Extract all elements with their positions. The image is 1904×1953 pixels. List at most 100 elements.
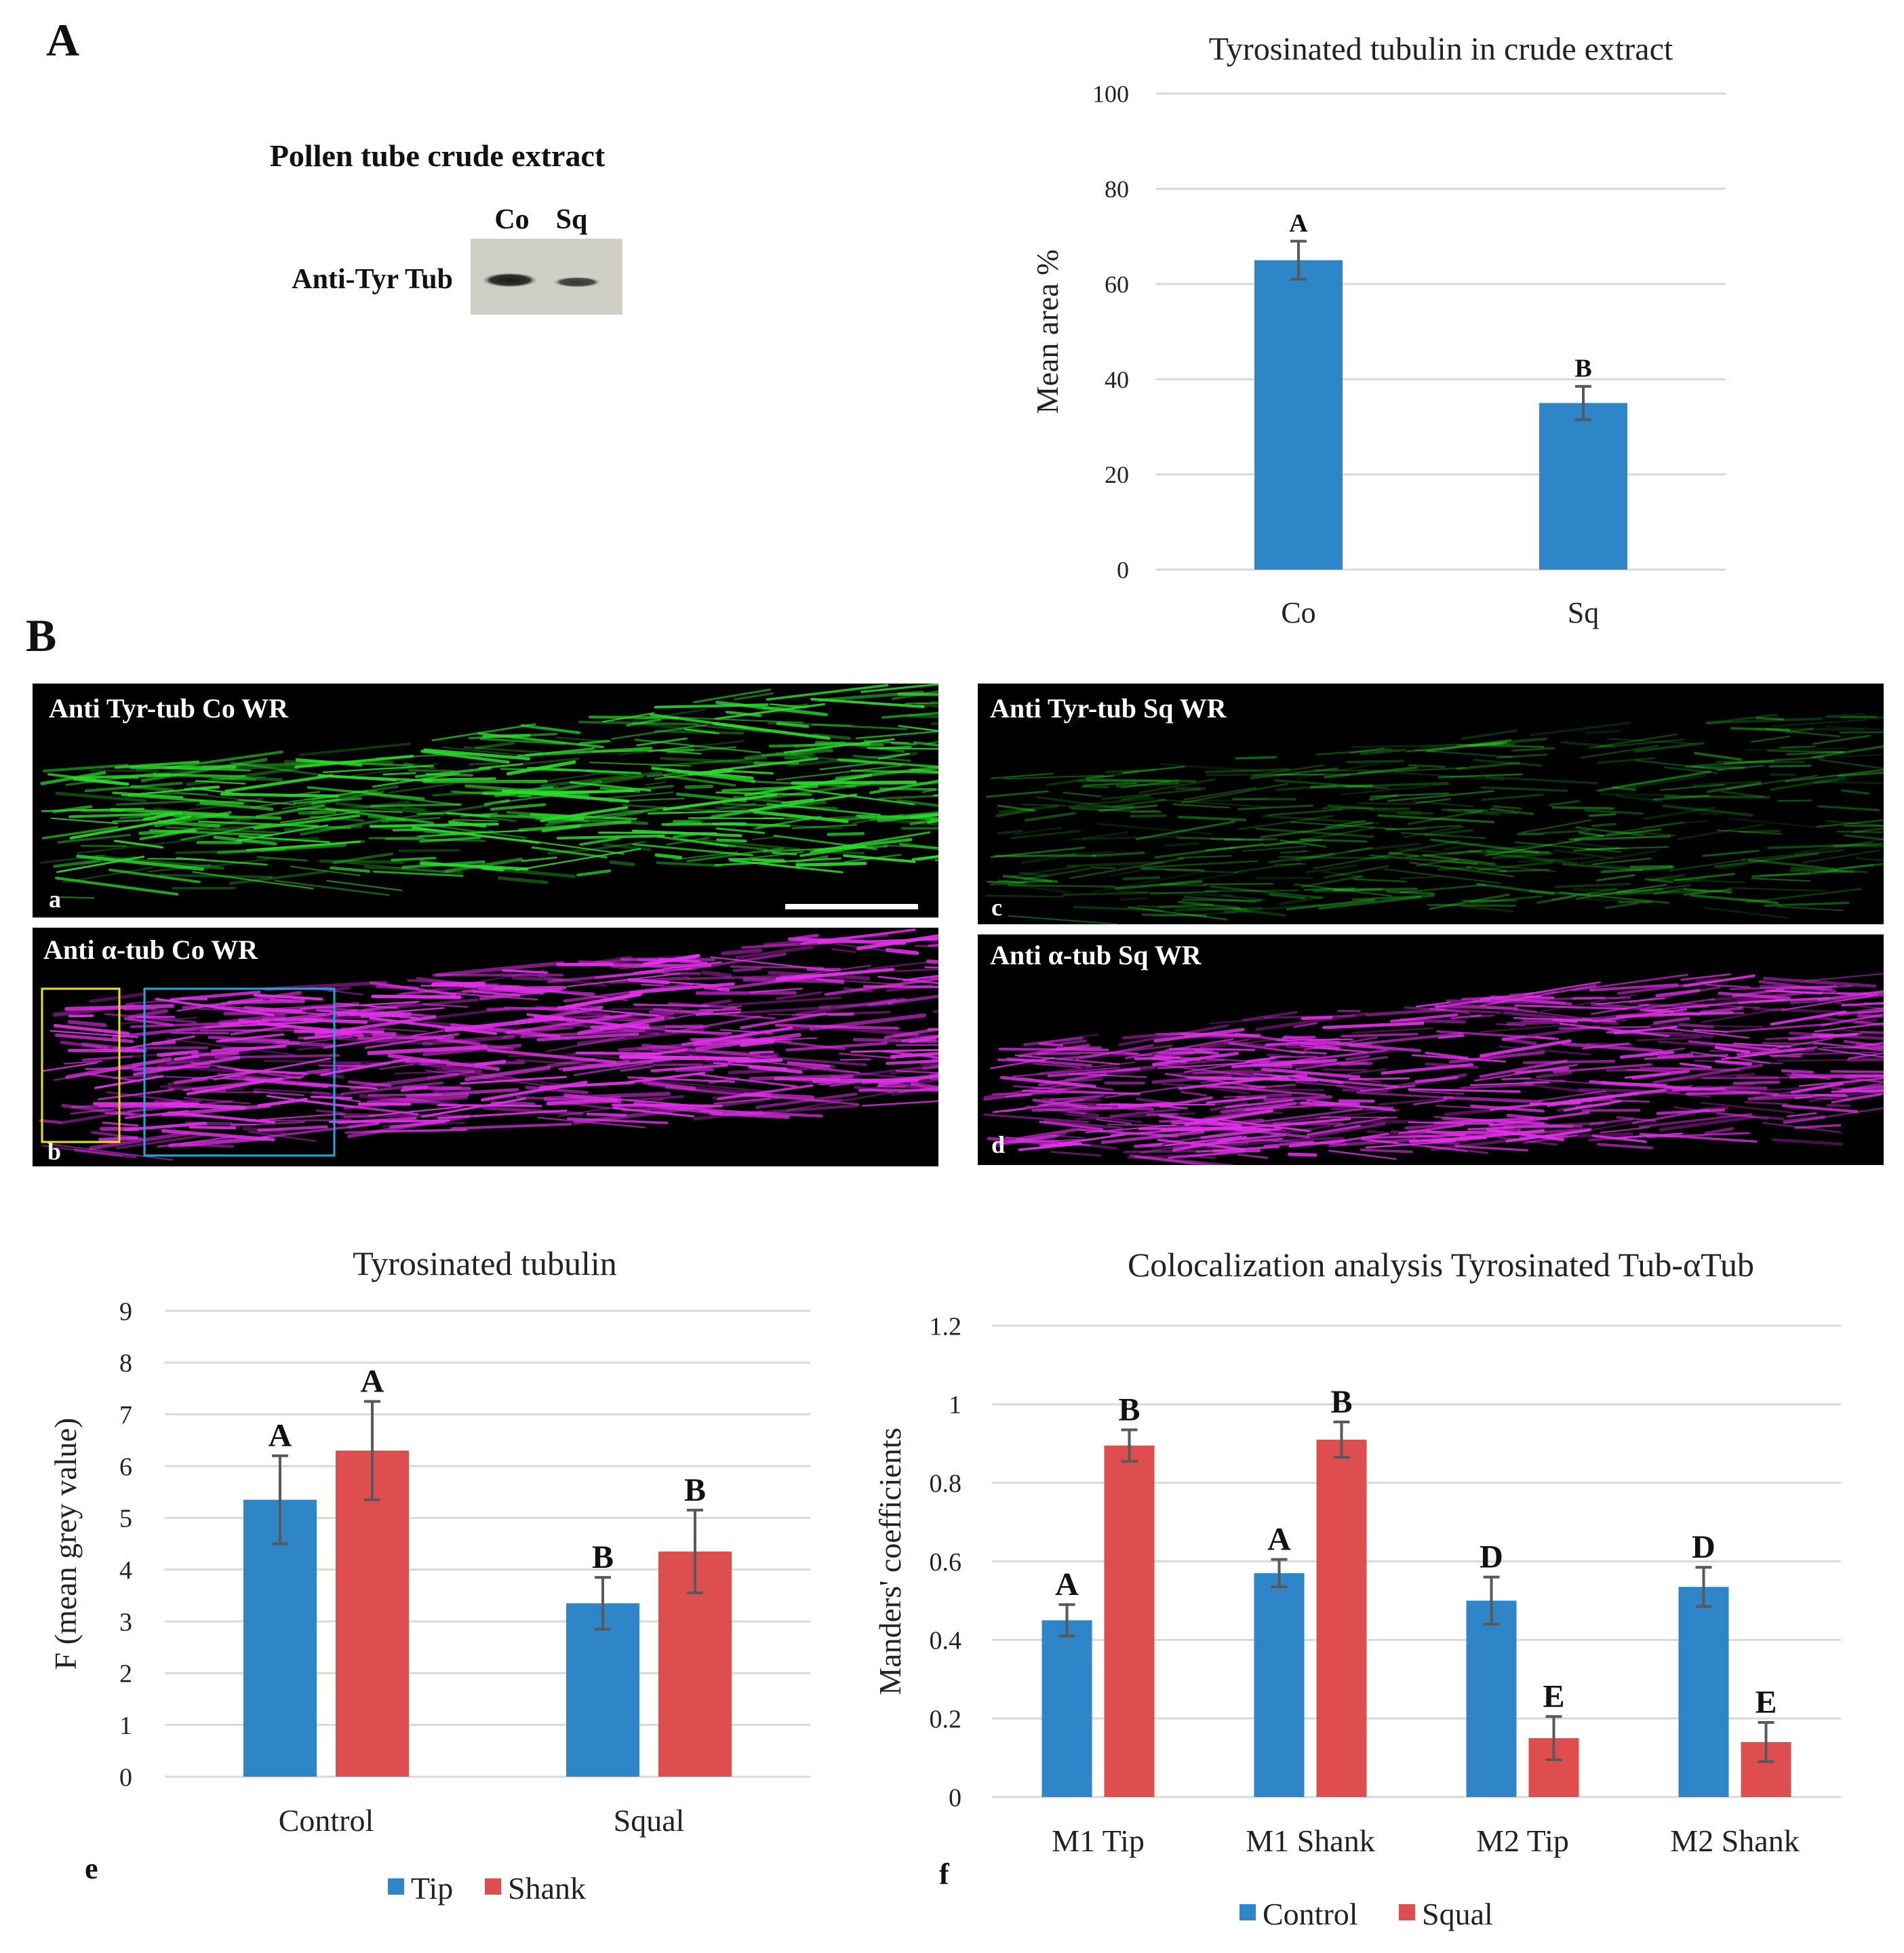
microtubule-strand bbox=[347, 1114, 471, 1139]
microtubule-strand bbox=[1726, 887, 1825, 892]
microtubule-strand bbox=[1673, 1106, 1768, 1120]
microtubule-strand bbox=[1551, 887, 1617, 901]
y-tick-label: 5 bbox=[119, 1505, 132, 1533]
microtubule-strand bbox=[1804, 972, 1884, 982]
microtubule-strand bbox=[1286, 899, 1375, 911]
microtubule-strand bbox=[55, 791, 147, 803]
microtubule-strand bbox=[340, 1027, 385, 1031]
blot-row-label: Anti-Tyr Tub bbox=[292, 264, 453, 295]
microtubule-strand bbox=[1793, 1096, 1852, 1101]
microtubule-strand bbox=[753, 810, 849, 823]
microtubule-strand bbox=[1856, 1021, 1884, 1025]
microtubule-strand bbox=[1767, 842, 1883, 850]
microtubule-strand bbox=[511, 976, 563, 982]
microtubule-strand bbox=[400, 989, 427, 997]
microtubule-strand bbox=[1164, 1136, 1242, 1147]
microtubule-strand bbox=[1851, 1042, 1884, 1049]
microtubule-strand bbox=[1855, 857, 1884, 862]
microtubule-strand bbox=[56, 855, 144, 873]
micrograph-d-filaments bbox=[983, 972, 1884, 1165]
microtubule-strand bbox=[238, 1019, 364, 1038]
microtubule-strand bbox=[713, 722, 831, 740]
microtubule-strand bbox=[745, 1104, 859, 1116]
microtubule-strand bbox=[1522, 981, 1601, 996]
microtubule-strand bbox=[1002, 874, 1058, 883]
microtubule-strand bbox=[1579, 849, 1658, 865]
microtubule-strand bbox=[819, 762, 878, 770]
microtubule-strand bbox=[1704, 1126, 1734, 1135]
microtubule-strand bbox=[1357, 767, 1466, 774]
microtubule-strand bbox=[1638, 1113, 1753, 1128]
microtubule-strand bbox=[659, 981, 722, 987]
microtubule-strand bbox=[1781, 1069, 1814, 1074]
micrograph-a: Anti Tyr-tub Co WR a bbox=[33, 684, 938, 918]
microtubule-strand bbox=[1486, 776, 1598, 785]
microtubule-strand bbox=[715, 827, 766, 834]
microtubule-strand bbox=[1535, 1071, 1572, 1079]
microtubule-strand bbox=[1414, 798, 1451, 804]
microtubule-strand bbox=[1729, 985, 1838, 991]
microtubule-strand bbox=[518, 813, 589, 823]
microtubule-strand bbox=[1310, 1122, 1386, 1138]
microtubule-strand bbox=[521, 856, 557, 863]
microtubule-strand bbox=[1023, 867, 1091, 881]
microtubule-strand bbox=[1486, 1128, 1564, 1141]
microtubule-strand bbox=[1791, 1051, 1876, 1055]
legend-swatch bbox=[485, 1878, 501, 1895]
microtubule-strand bbox=[112, 791, 184, 799]
microtubule-strand bbox=[1772, 1037, 1833, 1050]
microtubule-strand bbox=[622, 810, 683, 814]
microtubule-strand bbox=[1040, 1133, 1126, 1148]
microtubule-strand bbox=[108, 868, 201, 884]
chart-title: Tyrosinated tubulin bbox=[353, 1244, 617, 1282]
microtubule-strand bbox=[748, 1065, 803, 1074]
microtubule-strand bbox=[1656, 1108, 1725, 1115]
microtubule-strand bbox=[759, 1055, 867, 1067]
microtubule-strand bbox=[132, 1056, 241, 1076]
microtubule-strand bbox=[1653, 1017, 1690, 1025]
microtubule-strand bbox=[1284, 1035, 1353, 1046]
microtubule-strand bbox=[627, 1076, 736, 1083]
bar-control bbox=[1678, 1587, 1729, 1797]
microtubule-strand bbox=[843, 987, 873, 993]
microtubule-strand bbox=[1307, 1124, 1362, 1136]
microtubule-strand bbox=[1204, 889, 1298, 892]
microtubule-strand bbox=[437, 1025, 533, 1032]
microtubule-strand bbox=[1560, 741, 1615, 748]
microtubule-strand bbox=[1268, 893, 1306, 900]
microtubule-strand bbox=[633, 1026, 728, 1036]
microtubule-strand bbox=[157, 820, 221, 828]
microtubule-strand bbox=[585, 769, 629, 776]
microtubule-strand bbox=[763, 845, 888, 852]
microtubule-strand bbox=[902, 1034, 938, 1043]
microtubule-strand bbox=[934, 859, 938, 862]
microtubule-strand bbox=[536, 1032, 639, 1042]
microtubule-strand bbox=[119, 814, 151, 820]
microtubule-strand bbox=[211, 776, 256, 781]
microtubule-strand bbox=[1604, 902, 1638, 909]
micrograph-a-title: Anti Tyr-tub Co WR bbox=[49, 693, 289, 724]
microtubule-strand bbox=[296, 1037, 410, 1051]
microtubule-strand bbox=[1596, 770, 1711, 792]
microtubule-strand bbox=[1465, 810, 1518, 814]
microtubule-strand bbox=[1039, 1042, 1064, 1047]
microtubule-strand bbox=[422, 1035, 515, 1046]
microtubule-strand bbox=[721, 948, 763, 955]
microtubule-strand bbox=[1467, 737, 1548, 747]
microtubule-strand bbox=[1700, 1101, 1795, 1114]
y-tick-label: 1.2 bbox=[930, 1312, 962, 1341]
microtubule-strand bbox=[714, 703, 826, 720]
microtubule-strand bbox=[1582, 1042, 1630, 1050]
microtubule-strand bbox=[315, 1071, 344, 1079]
microtubule-strand bbox=[1580, 745, 1660, 759]
microtubule-strand bbox=[1312, 887, 1383, 893]
microtubule-strand bbox=[892, 690, 938, 701]
microtubule-strand bbox=[1168, 1048, 1256, 1051]
microtubule-strand bbox=[297, 807, 403, 813]
microtubule-strand bbox=[182, 1075, 305, 1091]
microtubule-strand bbox=[422, 777, 496, 781]
microtubule-strand bbox=[1333, 887, 1418, 892]
microtubule-strand bbox=[1048, 1135, 1085, 1139]
microtubule-strand bbox=[1430, 1136, 1532, 1151]
microtubule-strand bbox=[1596, 738, 1684, 749]
